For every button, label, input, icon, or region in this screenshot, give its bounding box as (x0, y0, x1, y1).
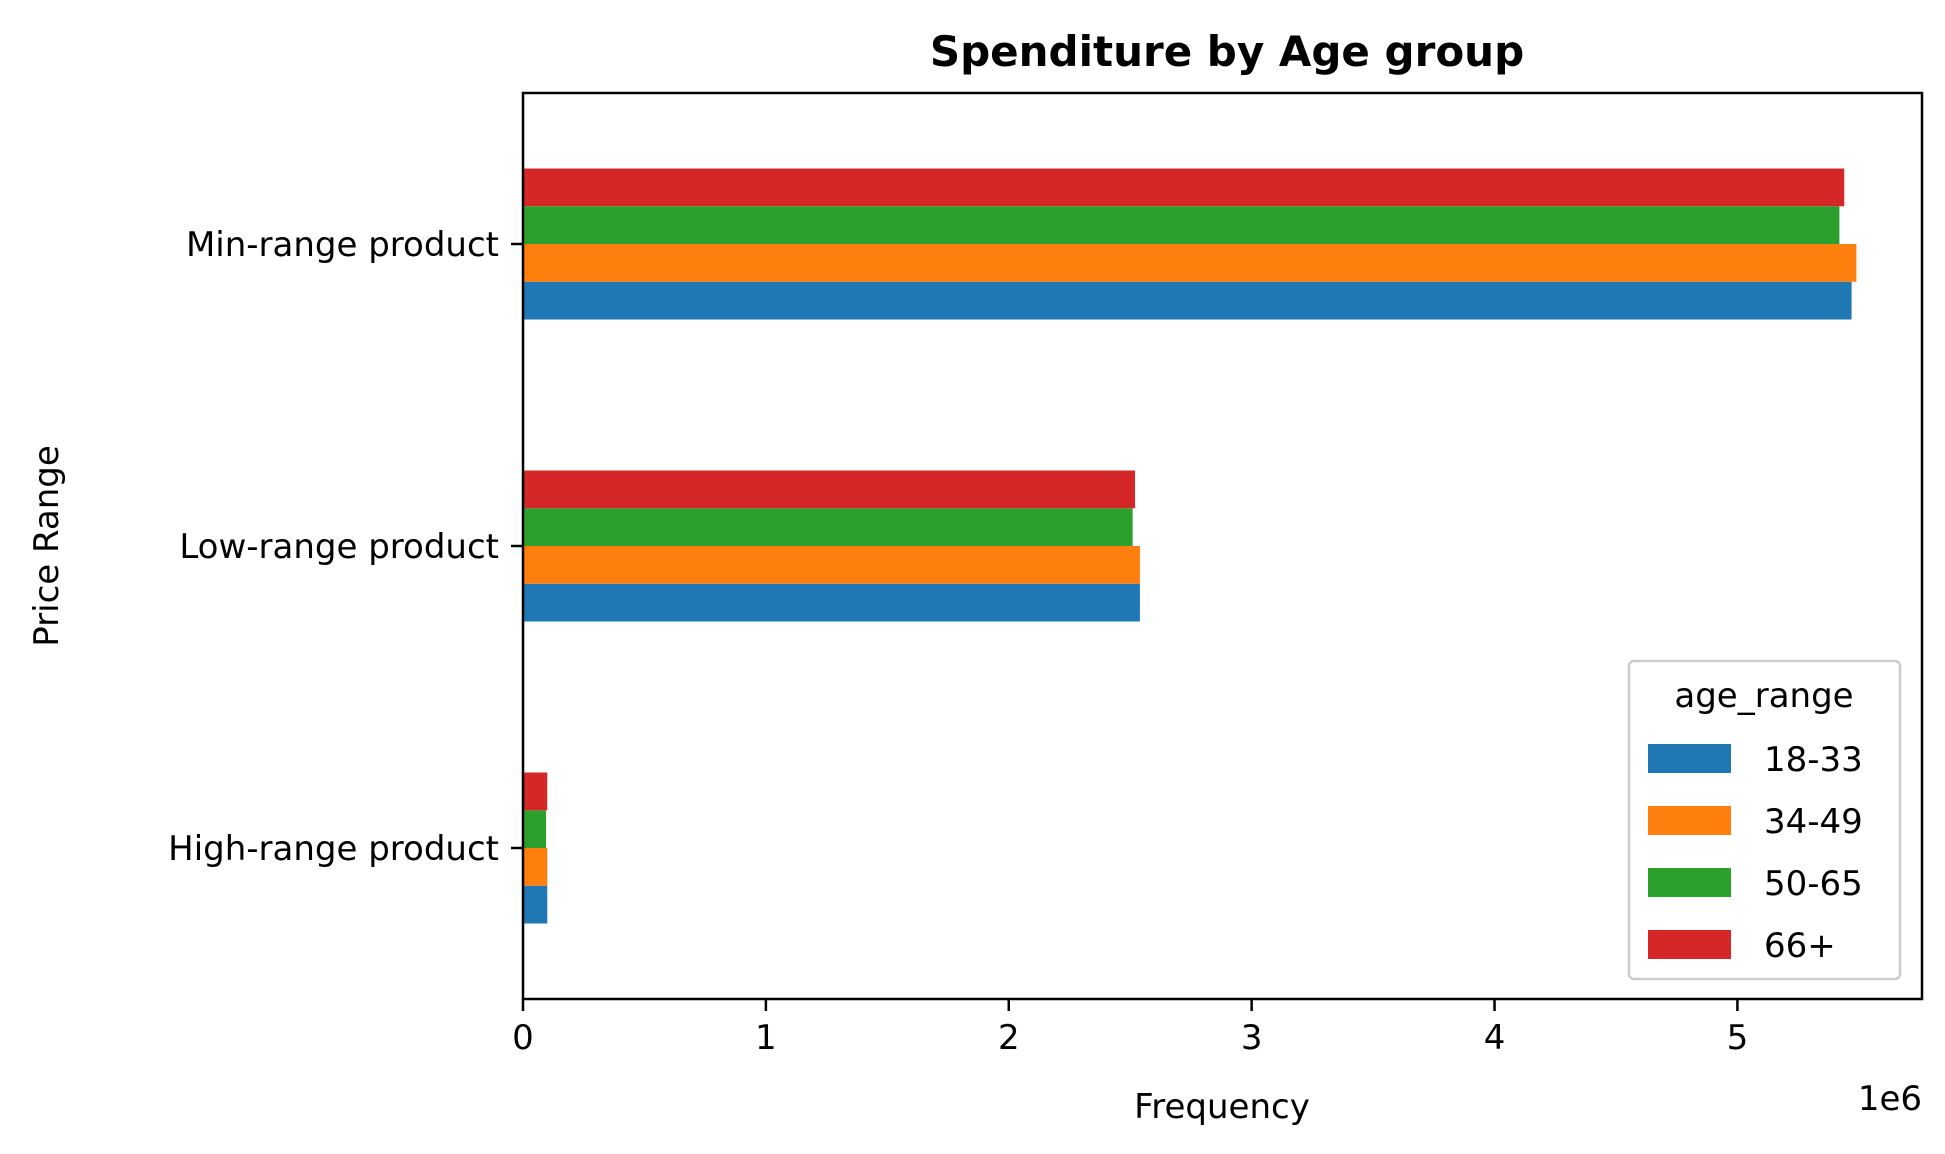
bar (523, 546, 1140, 584)
legend-items: 18-33 34-49 50-65 66+ (1648, 740, 1863, 966)
bar (523, 206, 1840, 244)
legend-label: 66+ (1764, 926, 1836, 966)
legend-label: 50-65 (1764, 864, 1863, 904)
legend-frame (1627, 659, 1902, 981)
bar (523, 244, 1857, 282)
legend-label: 18-33 (1764, 740, 1863, 780)
bar (523, 583, 1140, 622)
y-axis-ticks: High-range product Low-range product Min-r… (168, 225, 523, 869)
legend-title: age_range (1674, 676, 1853, 716)
legend-swatch (1648, 806, 1731, 835)
legend: age_range 18-33 34-49 50-65 66+ (1627, 659, 1902, 981)
x-tick-label: 0 (512, 1018, 534, 1058)
bar (523, 168, 1845, 207)
x-tick-label: 4 (1484, 1018, 1506, 1058)
bar (523, 772, 548, 811)
bars-group (523, 168, 1857, 924)
legend-swatch (1648, 868, 1731, 897)
x-tick-label: 5 (1727, 1018, 1749, 1058)
y-axis-label: Price Range (27, 445, 67, 647)
y-tick-label: Low-range product (179, 527, 499, 567)
bar (523, 470, 1136, 509)
bar (523, 508, 1133, 546)
x-axis-label: Frequency (1134, 1087, 1310, 1127)
chart-title: Spenditure by Age group (930, 27, 1524, 76)
bar (523, 885, 548, 924)
x-axis-ticks: 0 1 2 3 4 5 (512, 999, 1748, 1058)
x-tick-label: 2 (998, 1018, 1020, 1058)
legend-swatch (1648, 930, 1731, 959)
x-axis-scale-label: 1e6 (1858, 1079, 1922, 1119)
x-tick-label: 1 (755, 1018, 777, 1058)
y-tick-label: High-range product (168, 829, 499, 869)
bar (523, 848, 548, 886)
bar (523, 810, 547, 848)
bar (523, 281, 1852, 320)
legend-swatch (1648, 744, 1731, 773)
legend-label: 34-49 (1764, 802, 1863, 842)
x-tick-label: 3 (1241, 1018, 1263, 1058)
y-tick-label: Min-range product (186, 225, 499, 265)
